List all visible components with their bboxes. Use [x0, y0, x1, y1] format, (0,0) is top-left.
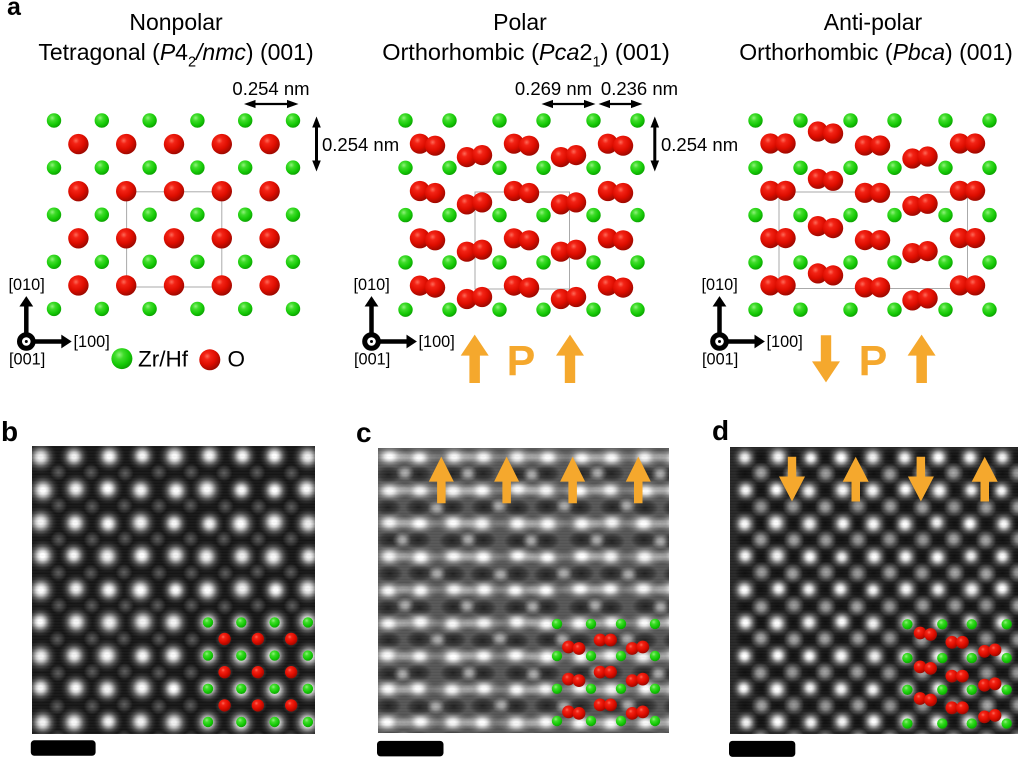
svg-text:0.269 nm: 0.269 nm — [515, 78, 592, 99]
svg-text:c: c — [356, 417, 372, 448]
svg-text:P: P — [859, 338, 888, 386]
svg-text:0.254 nm: 0.254 nm — [232, 78, 309, 99]
svg-text:Zr/Hf: Zr/Hf — [138, 347, 189, 372]
svg-text:0.254 nm: 0.254 nm — [661, 134, 738, 155]
svg-text:[100]: [100] — [74, 333, 110, 351]
svg-text:b: b — [1, 416, 18, 447]
svg-text:O: O — [228, 347, 246, 372]
svg-text:0.254 nm: 0.254 nm — [322, 134, 399, 155]
svg-text:Anti-polar: Anti-polar — [824, 9, 923, 35]
svg-text:[001]: [001] — [9, 351, 45, 369]
svg-text:Orthorhombic (Pbca) (001): Orthorhombic (Pbca) (001) — [739, 39, 1013, 65]
svg-text:Polar: Polar — [493, 9, 547, 35]
svg-text:[010]: [010] — [354, 276, 390, 294]
svg-text:0.236 nm: 0.236 nm — [601, 78, 678, 99]
svg-text:d: d — [712, 415, 729, 446]
svg-text:a: a — [7, 0, 22, 21]
svg-text:[100]: [100] — [767, 333, 803, 351]
svg-text:[010]: [010] — [702, 276, 738, 294]
svg-text:[010]: [010] — [9, 276, 45, 294]
svg-text:[001]: [001] — [702, 351, 738, 369]
svg-text:[001]: [001] — [354, 351, 390, 369]
svg-text:P: P — [507, 338, 536, 386]
svg-text:Nonpolar: Nonpolar — [129, 9, 223, 35]
svg-text:[100]: [100] — [419, 333, 455, 351]
